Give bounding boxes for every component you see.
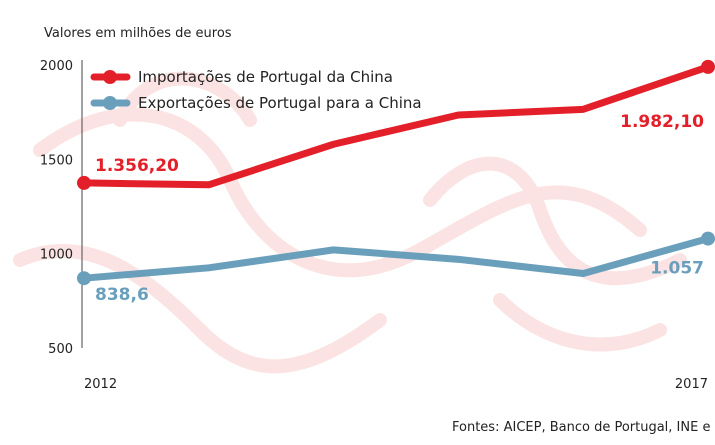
data-point [77, 271, 91, 286]
series-line-1 [80, 63, 712, 189]
data-label: 1.982,10 [620, 112, 704, 132]
y-tick-label: 1500 [40, 153, 73, 168]
x-axis: 2012 2017 [84, 377, 708, 392]
series-lines [77, 59, 715, 286]
legend-label: Exportações de Portugal para a China [138, 94, 422, 112]
legend-swatch-dot [103, 70, 117, 84]
data-point [77, 175, 91, 190]
data-point [701, 231, 715, 246]
data-label: 1.057 [650, 259, 704, 279]
y-tick-label: 1000 [40, 248, 73, 263]
x-tick-label: 2017 [675, 377, 708, 392]
unit-label: Valores em milhões de euros [44, 26, 232, 41]
series-line-2 [80, 235, 712, 282]
legend-swatch-dot [103, 96, 117, 110]
legend-label: Importações de Portugal da China [138, 68, 393, 86]
legend: Importações de Portugal da China Exportaç… [90, 68, 422, 112]
data-label: 1.356,20 [95, 156, 179, 176]
data-labels: 1.356,20 1.982,10 838,6 1.057 [95, 112, 704, 305]
y-axis: 2000 1500 1000 500 [40, 59, 73, 357]
y-tick-label: 500 [48, 342, 73, 357]
source-note: Fontes: AICEP, Banco de Portugal, INE e … [452, 420, 715, 435]
data-label: 838,6 [95, 285, 149, 305]
background-dragon-motif [13, 71, 687, 374]
x-tick-label: 2012 [84, 377, 117, 392]
data-point [701, 59, 715, 74]
y-tick-label: 2000 [40, 59, 73, 74]
